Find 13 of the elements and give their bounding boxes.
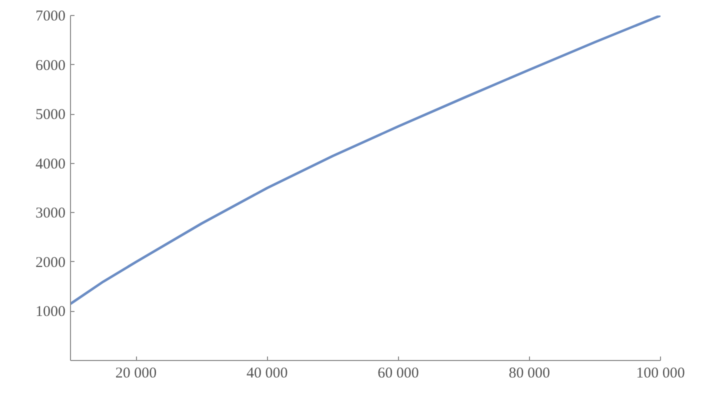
y-tick-label: 4000 (36, 156, 66, 172)
line-series (70, 16, 660, 306)
y-tick-label: 3000 (36, 206, 66, 222)
x-tick-label: 60 000 (378, 366, 419, 382)
y-tick-label: 7000 (36, 8, 66, 24)
x-tick-label: 100 000 (636, 366, 685, 382)
x-tick-label: 40 000 (246, 366, 288, 382)
y-tick-label: 2000 (36, 254, 66, 271)
y-tick-label: 6000 (36, 58, 66, 74)
x-tick-label: 80 000 (508, 366, 550, 382)
x-tick-label: 20 000 (115, 366, 157, 382)
y-tick-label: 1000 (36, 304, 66, 320)
y-tick-label: 5000 (36, 107, 66, 124)
